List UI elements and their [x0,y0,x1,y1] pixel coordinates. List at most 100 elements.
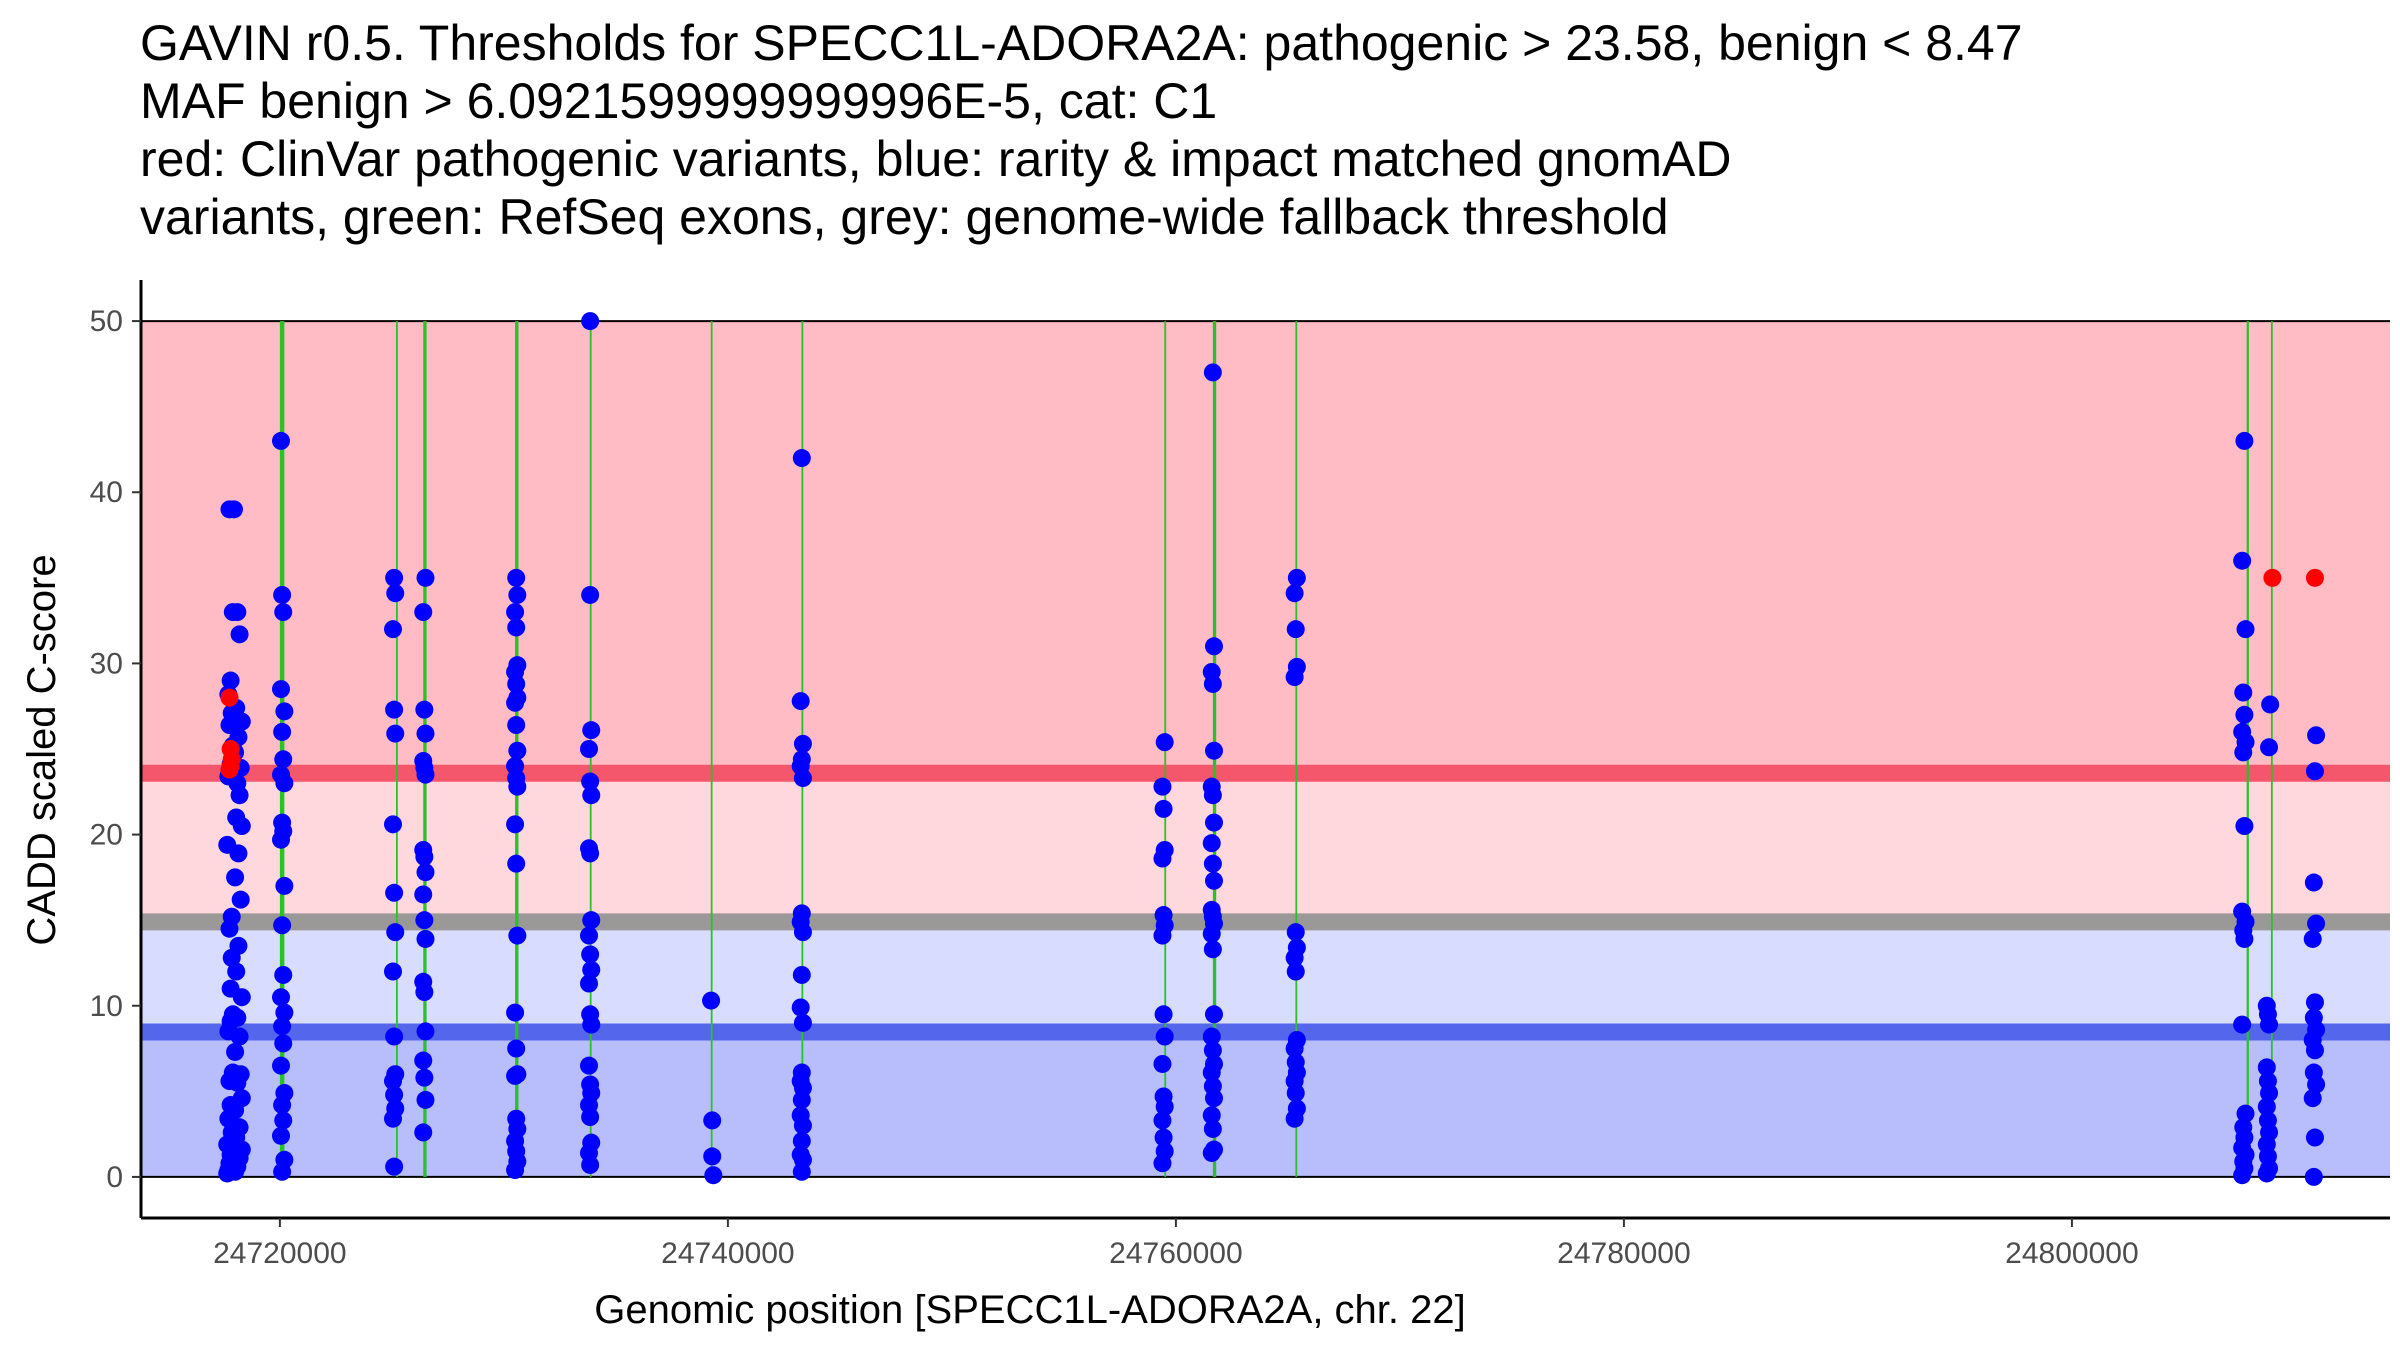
gnomad-point [793,1013,812,1032]
gnomad-point [702,991,721,1010]
gnomad-point [274,603,293,622]
clinvar-point [220,760,239,779]
gnomad-point [385,1085,404,1104]
y-tick-label: 20 [90,819,123,852]
gnomad-point [384,620,403,639]
x-axis-title: Genomic position [SPECC1L-ADORA2A, chr. … [594,1288,1465,1332]
gnomad-point [1154,1087,1173,1106]
gnomad-point [275,1084,294,1103]
gnomad-point [414,840,433,859]
chart-title: GAVIN r0.5. Thresholds for SPECC1L-ADORA… [140,14,2380,246]
gnomad-point [791,1106,810,1125]
gnomad-point [508,656,527,675]
gnomad-point [416,929,435,948]
gnomad-point [2304,873,2323,892]
gnomad-point [506,815,525,834]
gnomad-point [1287,657,1306,676]
gnomad-point [416,568,435,587]
gnomad-point [792,1131,811,1150]
gnomad-point [275,876,294,895]
gnomad-point [386,724,405,743]
gnomad-point [273,1017,292,1036]
gnomad-point [1202,777,1221,796]
gnomad-point [2258,1111,2277,1130]
x-tick-label: 24740000 [661,1237,794,1270]
gnomad-point [414,603,433,622]
gnomad-point [1287,1099,1306,1118]
gnomad-point [222,907,241,926]
gnomad-point [1203,363,1222,382]
gnomad-point [1202,834,1221,853]
gnomad-point [1203,1077,1222,1096]
gnomad-point [386,1099,405,1118]
threshold-bands [141,320,2390,1178]
gnomad-point [1153,777,1172,796]
gnomad-point [2234,1118,2253,1137]
gnomad-point [792,904,811,923]
gnomad-point [385,883,404,902]
exon-line [423,321,427,1177]
gnomad-point [272,1056,291,1075]
gnomad-point [508,688,527,707]
gnomad-point [1155,1027,1174,1046]
gnomad-point [506,1003,525,1022]
gnomad-point [1154,799,1173,818]
gnomad-point [1203,1041,1222,1060]
gnomad-point [508,926,527,945]
gnomad-point [2236,620,2255,639]
gnomad-point [581,1075,600,1094]
gnomad-point [414,1051,433,1070]
gnomad-point [507,1039,526,1058]
gnomad-point [384,962,403,981]
gnomad-point [581,945,600,964]
title-line-2: MAF benign > 6.0921599999999996E-5, cat:… [140,73,1218,129]
gnomad-point [384,815,403,834]
gnomad-point [385,1157,404,1176]
gnomad-point [507,716,526,735]
gnomad-point [416,1090,435,1109]
y-tick-label: 50 [90,305,123,338]
x-tick-label: 24800000 [2005,1237,2138,1270]
gnomad-point [385,1027,404,1046]
gnomad-point [704,1166,723,1185]
clinvar-point [220,688,239,707]
benign-zone [141,1031,2390,1177]
gnomad-point [1154,1005,1173,1024]
gnomad-point [414,885,433,904]
gnomad-point [1153,1111,1172,1130]
title-line-3: red: ClinVar pathogenic variants, blue: … [140,131,1732,187]
gnomad-point [1154,906,1173,925]
gnomad-point [581,772,600,791]
y-tick-label: 40 [90,476,123,509]
x-tick-label: 24780000 [1557,1237,1690,1270]
gnomad-point [1204,813,1223,832]
gnomad-point [272,1126,291,1145]
gnomad-point [1204,1054,1223,1073]
y-tick-label: 0 [106,1161,123,1194]
gnomad-point [506,603,525,622]
gnomad-point [385,700,404,719]
gnomad-point [1285,584,1304,603]
gnomad-point [580,1056,599,1075]
gnomad-point [1155,1142,1174,1161]
gnomad-point [272,431,291,450]
exon-line [279,321,285,1177]
gnomad-point [274,965,293,984]
gnomad-point [273,722,292,741]
gnomad-point [703,1111,722,1130]
clinvar-point [2263,568,2282,587]
x-axis-ticks: 24720000 24740000 24760000 24780000 24800000 [213,1218,2139,1270]
x-tick-label: 24760000 [1109,1237,1242,1270]
gnomad-point [1154,1128,1173,1147]
gnomad-point [2235,431,2254,450]
gnomad-point [582,721,601,740]
gnomad-point [580,740,599,758]
gnomad-point [1286,620,1305,639]
gnomad-point [2233,722,2252,741]
gnomad-point [1287,568,1306,587]
gnomad-point [1286,1053,1305,1072]
clinvar-point [2305,568,2324,587]
gnomad-point [2260,738,2279,757]
gnomad-point [1286,962,1305,981]
